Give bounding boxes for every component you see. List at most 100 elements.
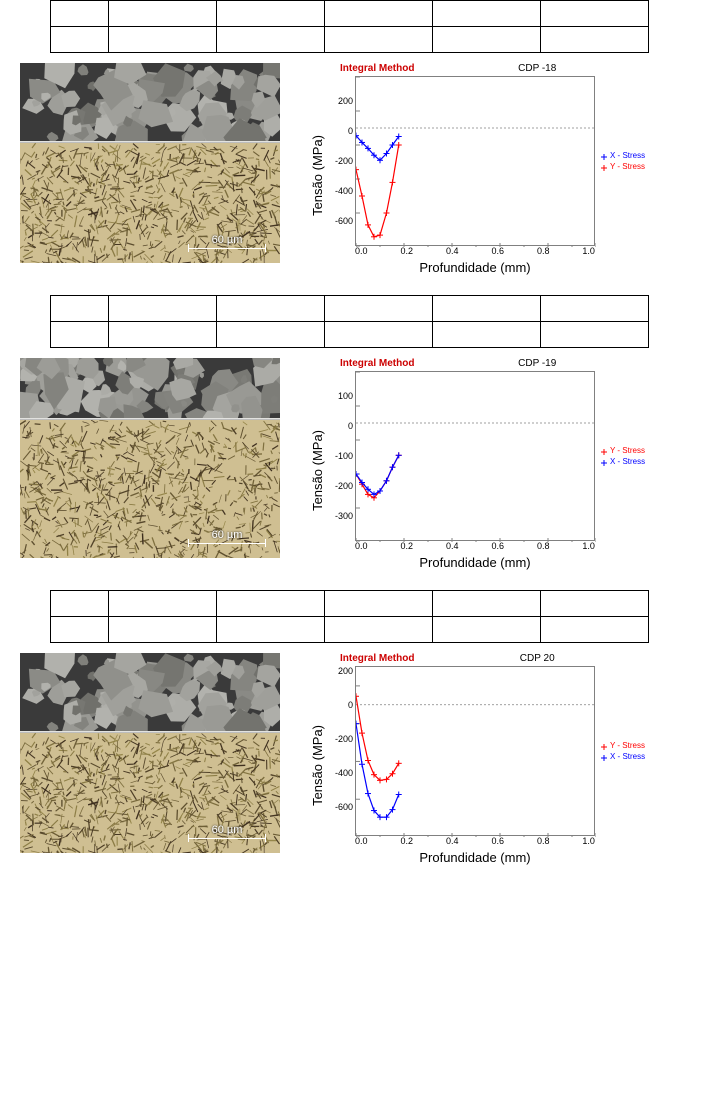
- y-axis-label: Tensão (MPa): [310, 430, 325, 511]
- legend-label: X - Stress: [610, 752, 645, 761]
- x-tick-label: 0.4: [446, 541, 459, 551]
- integral-method-label: Integral Method: [340, 358, 414, 369]
- plot-area: [355, 666, 595, 836]
- data-table: [50, 0, 649, 53]
- y-tick-label: -300: [331, 511, 353, 521]
- plot-area: [355, 371, 595, 541]
- legend-swatch: [601, 448, 607, 454]
- scale-bar: 60 µm: [188, 234, 266, 249]
- table-cell: [217, 27, 325, 53]
- micrograph: 60 µm: [20, 63, 280, 263]
- table-cell: [433, 617, 541, 643]
- y-tick-label: -100: [331, 451, 353, 461]
- chart-legend: Y - Stress X - Stress: [595, 371, 645, 541]
- x-ticks: 0.00.20.40.60.81.0: [355, 246, 595, 256]
- table-cell: [51, 591, 109, 617]
- y-tick-label: -200: [331, 481, 353, 491]
- result-section: 60 µm Integral MethodCDP -18 Tensão (MPa) 2…: [0, 0, 708, 275]
- scale-line: [188, 248, 266, 249]
- y-tick-label: 200: [331, 666, 353, 676]
- x-tick-label: 0.4: [446, 836, 459, 846]
- stress-chart: Integral MethodCDP 20Tensão (MPa)2000-20…: [310, 653, 660, 865]
- table-row: [51, 322, 649, 348]
- x-ticks: 0.00.20.40.60.81.0: [355, 541, 595, 551]
- legend-swatch: [601, 743, 607, 749]
- legend-swatch: [601, 153, 607, 159]
- y-tick-label: 100: [331, 391, 353, 401]
- y-ticks: 2000-200-400-600: [331, 76, 355, 246]
- legend-label: Y - Stress: [610, 446, 645, 455]
- legend-swatch: [601, 754, 607, 760]
- legend-swatch: [601, 459, 607, 465]
- y-tick-label: 0: [331, 126, 353, 136]
- y-tick-label: -200: [331, 734, 353, 744]
- table-cell: [217, 617, 325, 643]
- y-tick-label: -200: [331, 156, 353, 166]
- y-tick-label: 0: [331, 700, 353, 710]
- y-ticks: 100 0 -100 -200 -300: [331, 371, 355, 541]
- x-tick-label: 0.6: [491, 246, 504, 256]
- x-tick-label: 0.8: [537, 246, 550, 256]
- table-cell: [51, 27, 109, 53]
- table-cell: [433, 27, 541, 53]
- table-cell: [541, 617, 649, 643]
- x-axis-label: Profundidade (mm): [355, 555, 595, 570]
- table-cell: [51, 296, 109, 322]
- x-tick-label: 0.0: [355, 836, 368, 846]
- table-cell: [325, 322, 433, 348]
- x-axis-label: Profundidade (mm): [355, 850, 595, 865]
- chart-title: CDP -18: [414, 63, 660, 74]
- y-tick-label: 200: [331, 96, 353, 106]
- chart-legend: X - Stress Y - Stress: [595, 76, 645, 246]
- table-cell: [325, 617, 433, 643]
- table-cell: [109, 322, 217, 348]
- integral-method-label: Integral Method: [340, 653, 414, 664]
- x-axis-label: Profundidade (mm): [355, 260, 595, 275]
- table-cell: [541, 296, 649, 322]
- legend-item: Y - Stress: [601, 446, 645, 455]
- micrograph: 60 µm: [20, 358, 280, 558]
- scale-label: 60 µm: [188, 824, 266, 836]
- table-cell: [541, 322, 649, 348]
- table-cell: [433, 591, 541, 617]
- scale-line: [188, 838, 266, 839]
- legend-item: Y - Stress: [601, 162, 645, 171]
- stress-chart: Integral MethodCDP -19Tensão (MPa)1000-1…: [310, 358, 660, 570]
- scale-label: 60 µm: [188, 234, 266, 246]
- table-row: [51, 591, 649, 617]
- scale-bar: 60 µm: [188, 529, 266, 544]
- table-row: [51, 296, 649, 322]
- table-row: [51, 1, 649, 27]
- table-cell: [541, 1, 649, 27]
- micrograph-aggregate: [20, 358, 280, 418]
- table-row: [51, 617, 649, 643]
- y-axis-label: Tensão (MPa): [310, 135, 325, 216]
- table-cell: [217, 322, 325, 348]
- x-tick-label: 0.8: [537, 541, 550, 551]
- table-cell: [325, 1, 433, 27]
- table-cell: [109, 617, 217, 643]
- micrograph-aggregate: [20, 653, 280, 731]
- y-tick-label: 0: [331, 421, 353, 431]
- table-cell: [51, 617, 109, 643]
- data-table: [50, 295, 649, 348]
- y-ticks: 2000-200-400-600: [331, 666, 355, 836]
- table-cell: [541, 27, 649, 53]
- x-tick-label: 0.2: [400, 541, 413, 551]
- table-cell: [109, 296, 217, 322]
- table-cell: [109, 1, 217, 27]
- scale-line: [188, 543, 266, 544]
- legend-swatch: [601, 164, 607, 170]
- result-section: 60 µmIntegral MethodCDP 20Tensão (MPa)20…: [0, 590, 708, 865]
- table-cell: [325, 27, 433, 53]
- legend-item: X - Stress: [601, 457, 645, 466]
- table-cell: [109, 27, 217, 53]
- table-cell: [433, 296, 541, 322]
- micrograph-aggregate: [20, 63, 280, 141]
- table-cell: [433, 322, 541, 348]
- legend-item: X - Stress: [601, 151, 645, 160]
- chart-legend: Y - StressX - Stress: [595, 666, 645, 836]
- table-cell: [325, 296, 433, 322]
- integral-method-label: Integral Method: [340, 63, 414, 74]
- x-tick-label: 0.2: [400, 246, 413, 256]
